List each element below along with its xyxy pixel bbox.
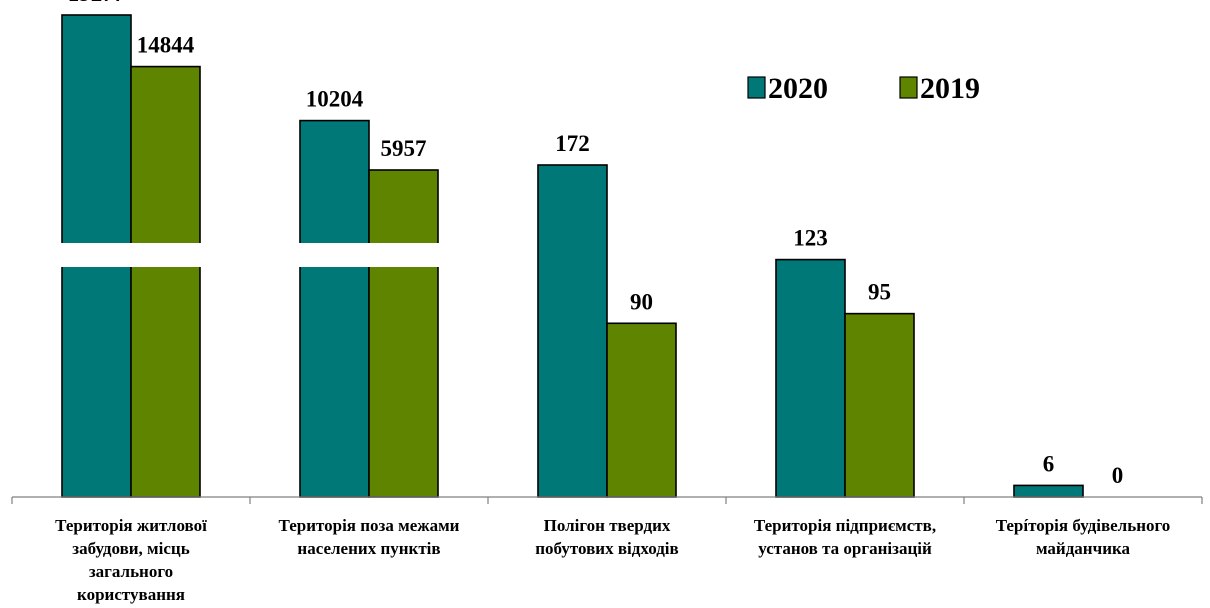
category-label: Полігон твердих: [544, 516, 671, 535]
bar-2020-3: [775, 258, 846, 498]
category-label: установ та організацій: [758, 539, 932, 558]
category-label: забудови, місць: [72, 539, 189, 558]
bars-layer: [61, 14, 1084, 498]
value-label: 95: [868, 280, 891, 305]
category-label: Територія підприємств,: [754, 516, 936, 535]
category-label: загального: [89, 562, 173, 581]
bar-2019-0: [130, 65, 201, 498]
axis-break-layer: [52, 243, 482, 267]
value-label: 14844: [137, 33, 195, 58]
legend: 2020 2019: [747, 72, 980, 105]
value-label: 123: [793, 226, 828, 251]
value-label: 172: [555, 131, 590, 156]
bar-2020-4: [1013, 484, 1084, 498]
category-label: майданчика: [1036, 539, 1131, 558]
category-label: населених пунктів: [297, 539, 440, 558]
category-label: користування: [77, 585, 185, 604]
legend-swatch-2019: [899, 76, 918, 99]
category-label: Територія житлової: [55, 516, 207, 535]
legend-label-2020: 2020: [768, 72, 828, 105]
axis-break-band: [52, 243, 482, 267]
value-label: 90: [630, 289, 653, 314]
legend-swatch-2020: [747, 76, 766, 99]
bar-2019-3: [844, 312, 915, 498]
x-axis-ticks: [11, 497, 1203, 504]
legend-label-2019: 2019: [920, 72, 980, 105]
category-label: побутових відходів: [535, 539, 678, 558]
value-labels: 19277 14844 10204 5957 172 90 123 95 6 0: [68, 0, 1124, 488]
bar-2020-2: [537, 164, 608, 498]
bar-2019-2: [606, 322, 677, 498]
value-label: 0: [1112, 463, 1124, 488]
value-label: 10204: [306, 87, 364, 112]
value-label: 19277: [68, 0, 126, 6]
value-label: 6: [1043, 451, 1055, 476]
bar-2020-1: [299, 119, 370, 498]
category-label: Терíторія будівельного: [996, 516, 1171, 535]
bar-2019-1: [368, 169, 439, 498]
category-label: Територія поза межами: [279, 516, 460, 535]
category-labels: Територія житлової забудови, місць загальн…: [55, 516, 1170, 604]
value-label: 5957: [381, 136, 427, 161]
